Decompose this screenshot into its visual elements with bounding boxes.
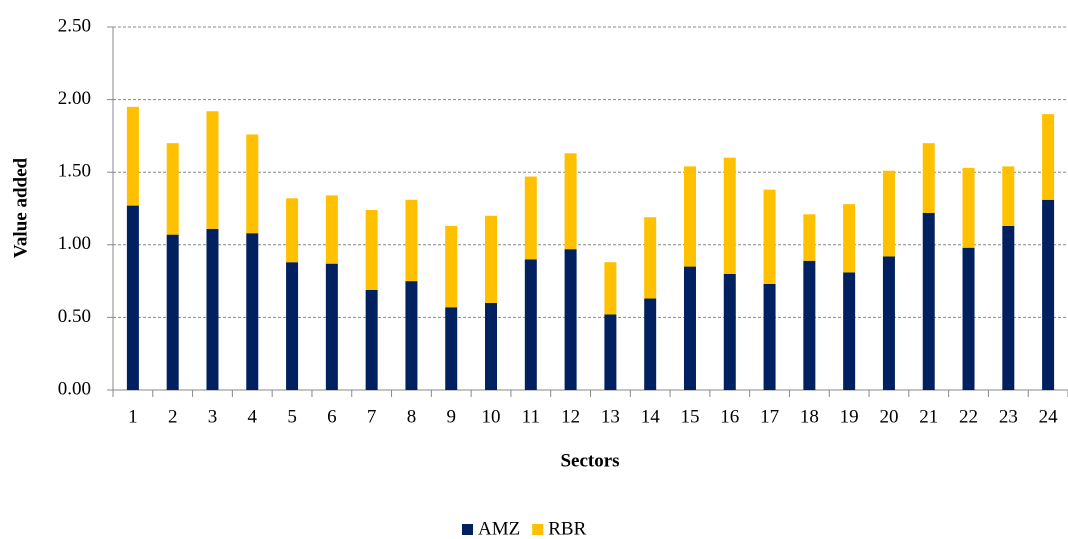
bar-segment [166, 143, 179, 235]
bar-segment [683, 266, 696, 390]
y-tick-label: 1.50 [58, 161, 91, 182]
bar-segment [365, 289, 378, 390]
legend-swatch [532, 524, 544, 535]
y-tick-label: 1.00 [58, 233, 91, 254]
bar-segment [962, 247, 975, 390]
x-tick-label: 19 [840, 406, 859, 427]
bar-segment [843, 272, 856, 390]
bar-segment [524, 176, 537, 260]
bar-segment [803, 260, 816, 390]
bar-segment [365, 209, 378, 290]
bar-segment [286, 198, 299, 263]
bar-segment [286, 262, 299, 390]
bar-segment [564, 153, 577, 250]
bar-segment [604, 262, 617, 315]
x-tick-label: 2 [168, 406, 178, 427]
bar-segment [485, 215, 498, 303]
bar-segment [206, 228, 219, 390]
bar-segment [882, 256, 895, 390]
bar-segment [1002, 225, 1015, 390]
y-tick-label: 0.00 [58, 378, 91, 399]
bar-segment [1042, 199, 1055, 390]
bar-segment [962, 167, 975, 248]
bar-segment [644, 298, 657, 390]
bar-segment [803, 214, 816, 261]
x-tick-label: 18 [800, 406, 819, 427]
bar-segment [405, 281, 418, 390]
bar-segment [325, 263, 338, 390]
bar-segment [564, 249, 577, 390]
y-tick-label: 2.50 [58, 15, 91, 36]
x-tick-label: 12 [561, 406, 580, 427]
y-tick-label: 2.00 [58, 88, 91, 109]
x-tick-label: 10 [482, 406, 501, 427]
x-tick-label: 20 [879, 406, 898, 427]
bar-segment [524, 259, 537, 390]
x-tick-label: 11 [522, 406, 540, 427]
bar-segment [604, 314, 617, 390]
bar-segment [723, 273, 736, 390]
y-tick-label: 0.50 [58, 306, 91, 327]
bar-segment [763, 189, 776, 285]
bar-segment [246, 134, 259, 234]
x-tick-label: 22 [959, 406, 978, 427]
x-tick-label: 7 [367, 406, 377, 427]
x-tick-label: 13 [601, 406, 620, 427]
bar-segment [126, 106, 139, 206]
x-tick-label: 1 [128, 406, 138, 427]
x-tick-label: 5 [287, 406, 297, 427]
x-tick-label: 6 [327, 406, 337, 427]
x-tick-label: 17 [760, 406, 779, 427]
bar-segment [882, 170, 895, 257]
x-tick-label: 14 [641, 406, 661, 427]
bar-segment [843, 204, 856, 273]
bar-segment [325, 195, 338, 264]
x-tick-label: 16 [720, 406, 739, 427]
bar-segment [206, 111, 219, 229]
bar-segment [922, 143, 935, 213]
x-tick-label: 21 [919, 406, 938, 427]
x-tick-label: 9 [446, 406, 456, 427]
x-tick-label: 23 [999, 406, 1018, 427]
x-axis-label: Sectors [560, 450, 619, 471]
bar-segment [246, 233, 259, 390]
bar-segment [723, 157, 736, 274]
bar-segment [445, 307, 458, 390]
legend-label: RBR [548, 518, 586, 539]
bar-segment [1002, 166, 1015, 226]
legend-swatch [462, 524, 473, 535]
x-tick-label: 4 [248, 406, 258, 427]
bar-segment [644, 217, 657, 299]
x-tick-label: 3 [208, 406, 218, 427]
bar-segment [485, 302, 498, 390]
legend-label: AMZ [478, 518, 520, 539]
bar-segment [166, 234, 179, 390]
x-tick-label: 8 [407, 406, 417, 427]
bar-segment [445, 225, 458, 308]
y-axis-label: Value added [10, 157, 31, 258]
bar-segment [922, 212, 935, 390]
bar-segment [763, 284, 776, 390]
bar-segment [1042, 114, 1055, 200]
x-tick-label: 24 [1039, 406, 1059, 427]
x-tick-label: 15 [680, 406, 699, 427]
bar-segment [405, 199, 418, 282]
bar-segment [126, 205, 139, 390]
bar-segment [683, 166, 696, 267]
